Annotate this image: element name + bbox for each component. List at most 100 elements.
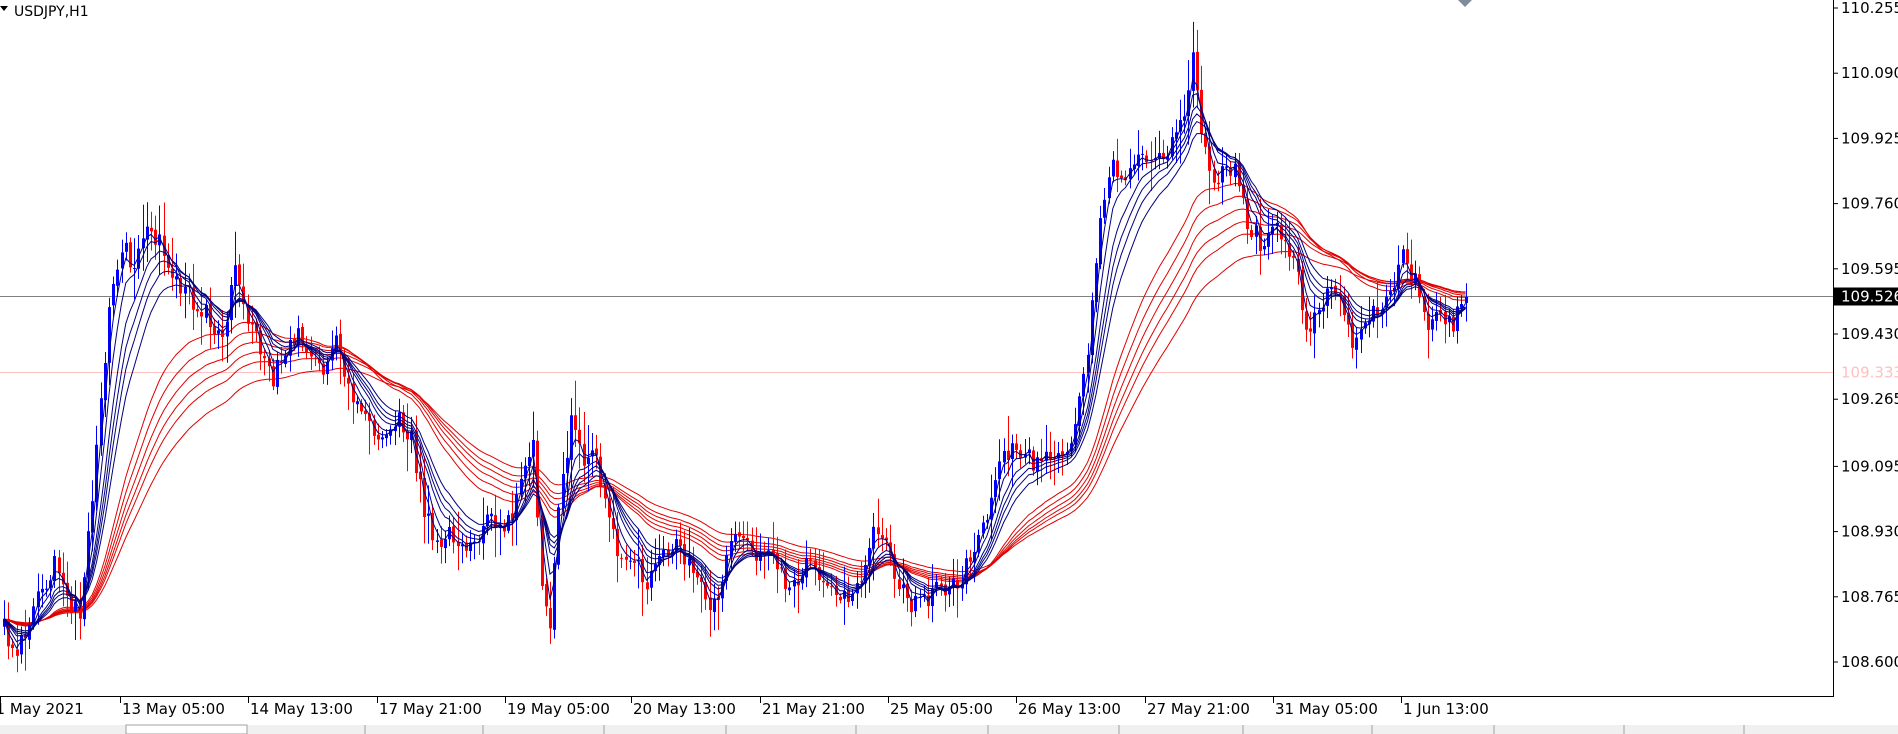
candle-body — [427, 513, 430, 516]
candle-body — [1334, 285, 1337, 293]
x-tick-label: 20 May 13:00 — [633, 700, 736, 718]
candle-body — [326, 362, 329, 375]
candle-body — [1292, 255, 1295, 258]
candle-body — [221, 329, 224, 338]
candle-body — [1120, 175, 1123, 179]
y-tick-label: 108.765 — [1841, 588, 1898, 606]
y-tick-label: 109.760 — [1841, 195, 1898, 213]
candle-body — [112, 283, 115, 306]
candle-body — [1381, 309, 1384, 315]
slow-ma-line — [3, 208, 1466, 625]
bottom-scroll-strip[interactable] — [0, 725, 1898, 734]
candle-body — [1372, 305, 1375, 322]
candle-body — [956, 580, 959, 589]
candle-body — [578, 429, 581, 444]
candle-body — [205, 305, 208, 318]
candle-body — [616, 528, 619, 557]
candle-body — [1108, 177, 1111, 199]
y-tick-label: 109.265 — [1841, 390, 1898, 408]
candle-body — [679, 539, 682, 546]
candle-body — [276, 359, 279, 387]
x-tick-label: 31 May 05:00 — [1275, 700, 1378, 718]
candle-body — [1217, 182, 1220, 185]
candle-body — [1225, 166, 1228, 168]
candle-body — [3, 618, 6, 627]
candle-body — [238, 264, 241, 285]
y-tick-label: 110.255 — [1841, 0, 1898, 17]
candle-body — [952, 578, 955, 586]
candle-body — [612, 518, 615, 529]
candle-body — [788, 587, 791, 591]
candle-body — [1028, 449, 1031, 454]
candle-body — [494, 515, 497, 528]
candle-body — [377, 434, 380, 440]
candle-body — [1162, 152, 1165, 160]
candle-body — [310, 351, 313, 357]
candle-body — [406, 430, 409, 440]
candle-body — [977, 534, 980, 553]
candle-body — [646, 582, 649, 590]
candle-body — [1305, 311, 1308, 330]
candle-body — [1355, 337, 1358, 350]
candle-body — [1196, 51, 1199, 91]
candle-body — [129, 242, 132, 268]
candle-body — [154, 229, 157, 245]
candle-body — [696, 571, 699, 578]
candle-body — [1431, 319, 1434, 330]
candle-body — [1255, 225, 1258, 237]
candle-body — [150, 227, 153, 232]
candle-body — [503, 525, 506, 532]
candle-body — [104, 362, 107, 401]
candle-body — [364, 410, 367, 414]
candle-body — [457, 542, 460, 547]
candle-body — [872, 526, 875, 549]
candle-body — [772, 549, 775, 555]
candle-body — [1053, 457, 1056, 459]
slow-ma-line — [3, 233, 1466, 624]
candle-body — [893, 554, 896, 579]
candle-body — [1095, 263, 1098, 303]
candle-body — [322, 363, 325, 375]
candle-body — [482, 525, 485, 544]
candle-body — [1175, 132, 1178, 139]
active-tab[interactable] — [125, 724, 248, 734]
candle-body — [566, 457, 569, 473]
candle-body — [839, 596, 842, 601]
candle-body — [436, 540, 439, 542]
candle-body — [658, 556, 661, 566]
candle-body — [394, 426, 397, 432]
candle-body — [1284, 239, 1287, 242]
candle-body — [373, 420, 376, 436]
candle-body — [851, 593, 854, 602]
candle-body — [1376, 307, 1379, 316]
candle-body — [847, 589, 850, 602]
candle-body — [700, 577, 703, 582]
candle-body — [1141, 153, 1144, 155]
candle-body — [74, 601, 77, 612]
x-tick-label: 1 Jun 13:00 — [1403, 700, 1489, 718]
candle-body — [990, 497, 993, 520]
candle-body — [671, 551, 674, 557]
candle-body — [1082, 373, 1085, 397]
scroll-marker-icon[interactable] — [1458, 0, 1472, 7]
candle-body — [1460, 304, 1463, 308]
candle-body — [121, 252, 124, 269]
candle-body — [688, 558, 691, 566]
candle-body — [356, 401, 359, 405]
candle-body — [234, 265, 237, 287]
candle-body — [1112, 159, 1115, 177]
candle-body — [604, 485, 607, 499]
candle-body — [415, 430, 418, 474]
candle-body — [70, 594, 73, 613]
candle-body — [1385, 296, 1388, 308]
candle-body — [100, 398, 103, 446]
candle-body — [24, 634, 27, 639]
fast-ma-ribbon — [3, 78, 1467, 650]
x-tick-label: 14 May 13:00 — [250, 700, 353, 718]
candle-body — [1204, 133, 1207, 147]
y-tick-label: 109.925 — [1841, 129, 1898, 147]
candle-body — [1250, 230, 1253, 237]
candle-body — [931, 588, 934, 607]
